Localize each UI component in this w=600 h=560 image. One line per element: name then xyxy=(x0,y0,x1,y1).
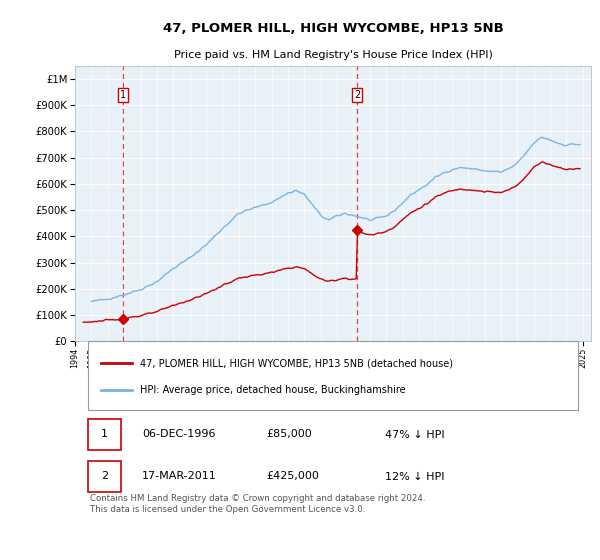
FancyBboxPatch shape xyxy=(88,419,121,450)
FancyBboxPatch shape xyxy=(88,340,578,410)
Text: 17-MAR-2011: 17-MAR-2011 xyxy=(142,472,217,482)
Text: Contains HM Land Registry data © Crown copyright and database right 2024.
This d: Contains HM Land Registry data © Crown c… xyxy=(91,494,426,514)
Text: £85,000: £85,000 xyxy=(266,430,311,440)
Text: HPI: Average price, detached house, Buckinghamshire: HPI: Average price, detached house, Buck… xyxy=(139,385,405,395)
Text: 47, PLOMER HILL, HIGH WYCOMBE, HP13 5NB: 47, PLOMER HILL, HIGH WYCOMBE, HP13 5NB xyxy=(163,22,503,35)
Text: £425,000: £425,000 xyxy=(266,472,319,482)
Text: Price paid vs. HM Land Registry's House Price Index (HPI): Price paid vs. HM Land Registry's House … xyxy=(173,50,493,60)
FancyBboxPatch shape xyxy=(88,461,121,492)
Text: 1: 1 xyxy=(101,430,108,440)
Text: 12% ↓ HPI: 12% ↓ HPI xyxy=(385,472,444,482)
Text: 1: 1 xyxy=(120,90,126,100)
Text: 2: 2 xyxy=(101,472,108,482)
Text: 47% ↓ HPI: 47% ↓ HPI xyxy=(385,430,444,440)
Text: 06-DEC-1996: 06-DEC-1996 xyxy=(142,430,215,440)
Text: 2: 2 xyxy=(354,90,360,100)
Text: 47, PLOMER HILL, HIGH WYCOMBE, HP13 5NB (detached house): 47, PLOMER HILL, HIGH WYCOMBE, HP13 5NB … xyxy=(139,358,452,368)
